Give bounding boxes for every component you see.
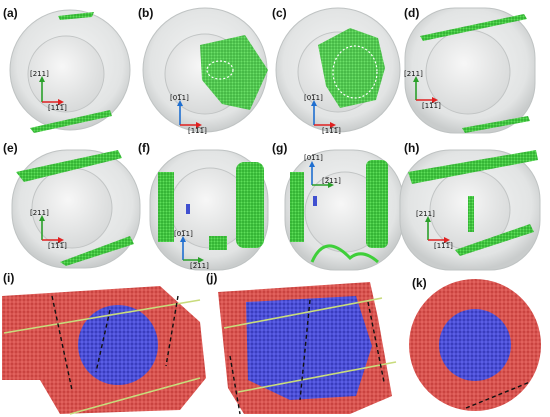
axes-g <box>309 161 334 188</box>
dislocation-loop <box>318 28 385 108</box>
axes-c <box>311 100 336 128</box>
panel-f-render <box>149 149 269 271</box>
core-atoms <box>78 305 158 385</box>
axis-label-g-up: [01̅1] <box>304 154 323 162</box>
axis-label-h-up: [211] <box>416 210 435 218</box>
core-atoms <box>439 309 511 381</box>
core-atoms <box>246 296 372 400</box>
dislocation-cluster <box>455 224 534 256</box>
dislocation-cluster <box>16 150 122 182</box>
axis-label-d-right: [11̅1̅] <box>422 102 441 110</box>
axis-label-h-right: [11̅1̅] <box>434 242 453 250</box>
axis-label-a-right: [11̅1̅] <box>48 104 67 112</box>
dislocation-loop <box>30 110 112 133</box>
panel-c-render <box>275 7 401 133</box>
panel-e-render <box>11 149 141 269</box>
axis-label-b-up: [01̅1] <box>170 94 189 102</box>
dislocation-cluster <box>408 150 538 184</box>
axis-label-a-up: [211] <box>30 70 49 78</box>
axis-label-f-up: [01̅1] <box>174 230 193 238</box>
axis-label-g-right: [2̅11] <box>322 177 341 185</box>
axes-b <box>177 100 202 128</box>
axes-f <box>180 236 204 263</box>
panel-j-render <box>218 282 397 415</box>
axis-label-f-right: [2̅11] <box>190 262 209 270</box>
panel-label-c: (c) <box>272 6 287 20</box>
dislocation-cluster <box>236 162 264 248</box>
panel-d-render <box>404 7 536 134</box>
axis-label-b-right: [11̅1̅] <box>188 127 207 135</box>
panel-label-g: (g) <box>272 141 288 155</box>
panel-label-k: (k) <box>412 276 427 290</box>
axis-label-c-up: [01̅1] <box>304 94 323 102</box>
panel-b-render <box>142 7 268 133</box>
panel-g-render <box>284 149 404 271</box>
axes-d <box>413 76 438 103</box>
dislocation-cluster <box>209 236 227 250</box>
dislocation-loop <box>462 116 530 133</box>
dislocation-cluster <box>290 172 304 242</box>
panel-label-i: (i) <box>3 271 15 285</box>
axes-e <box>39 215 64 243</box>
dislocation-loop <box>58 12 94 20</box>
dislocation-loop <box>420 14 527 41</box>
panel-k-render <box>409 279 541 411</box>
panel-i-render <box>2 286 206 415</box>
axes-a <box>39 76 64 105</box>
dislocation-cluster <box>366 160 388 248</box>
panel-label-f: (f) <box>138 141 150 155</box>
panel-label-a: (a) <box>3 6 18 20</box>
panel-label-e: (e) <box>3 141 18 155</box>
panel-label-j: (j) <box>206 271 218 285</box>
dislocation-loop <box>200 35 268 110</box>
axis-label-c-right: [11̅1̅] <box>322 127 341 135</box>
panel-a-render <box>9 9 131 133</box>
axis-label-d-up: [211] <box>404 70 423 78</box>
panel-label-h: (h) <box>404 141 420 155</box>
panel-label-b: (b) <box>138 6 154 20</box>
dislocation-cluster <box>158 172 174 242</box>
axis-label-e-right: [11̅1̅] <box>48 242 67 250</box>
dislocation-cluster <box>60 236 134 266</box>
panel-label-d: (d) <box>404 6 420 20</box>
axis-label-e-up: [211] <box>30 209 49 217</box>
axes-h <box>425 216 450 243</box>
